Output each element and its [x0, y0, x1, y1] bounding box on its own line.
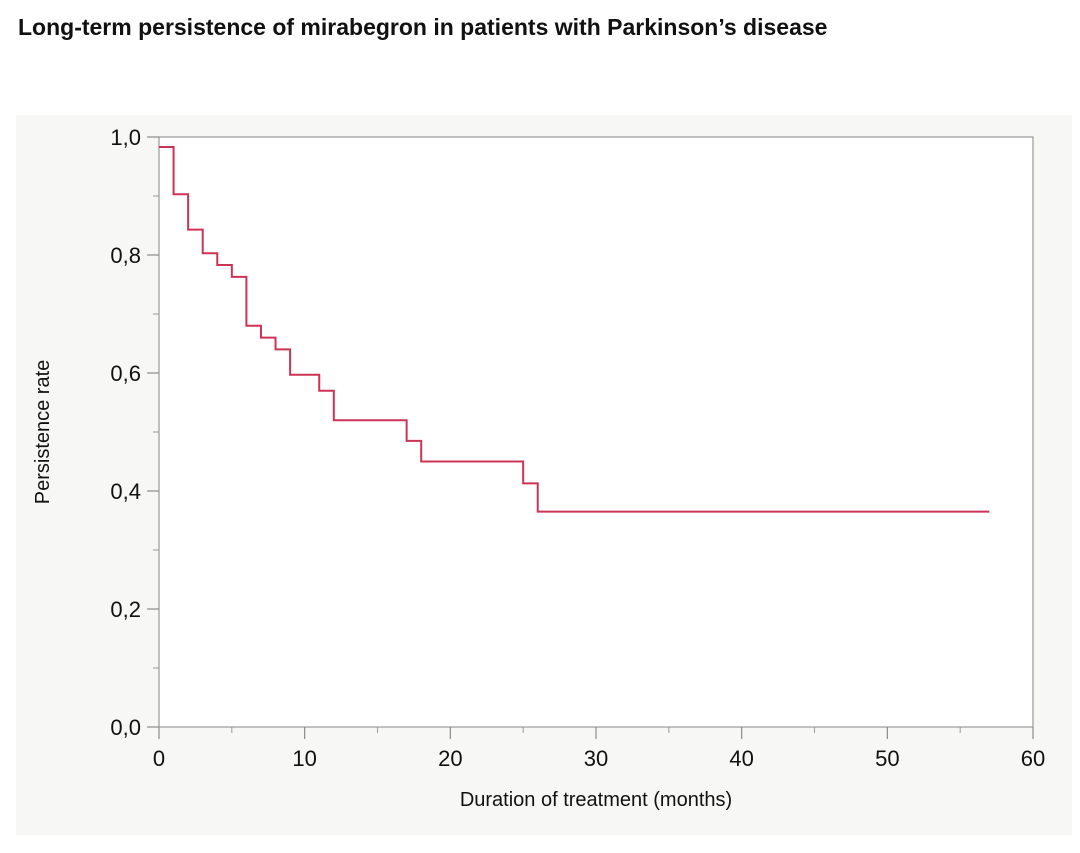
- x-tick-label: 60: [1021, 746, 1045, 771]
- y-tick-label: 1,0: [110, 125, 141, 150]
- series-line: [159, 146, 990, 513]
- y-tick-label: 0,4: [110, 479, 141, 504]
- chart-svg: 0 10 20 30 40 50 60 0,0 0,2 0,4 0,6 0,8 1,0 Duratio…: [32, 125, 1045, 811]
- y-tick-label: 0,0: [110, 715, 141, 740]
- y-axis-ticks: 0,0 0,2 0,4 0,6 0,8 1,0: [110, 125, 159, 740]
- x-axis-label: Duration of treatment (months): [460, 789, 732, 811]
- y-tick-label: 0,8: [110, 243, 141, 268]
- y-tick-label: 0,2: [110, 597, 141, 622]
- y-tick-label: 0,6: [110, 361, 141, 386]
- plot-area: [158, 136, 1034, 728]
- minor-ticks: [153, 195, 961, 733]
- y-axis-label: Persistence rate: [32, 360, 54, 505]
- x-tick-label: 50: [875, 746, 899, 771]
- x-tick-label: 0: [153, 746, 165, 771]
- chart-panel: 0 10 20 30 40 50 60 0,0 0,2 0,4 0,6 0,8 1,0 Duratio…: [16, 115, 1072, 835]
- x-tick-label: 40: [729, 746, 753, 771]
- x-axis-ticks: 0 10 20 30 40 50 60: [153, 727, 1045, 771]
- x-tick-label: 10: [292, 746, 316, 771]
- x-tick-label: 30: [584, 746, 608, 771]
- x-tick-label: 20: [438, 746, 462, 771]
- chart-title: Long-term persistence of mirabegron in p…: [18, 14, 828, 40]
